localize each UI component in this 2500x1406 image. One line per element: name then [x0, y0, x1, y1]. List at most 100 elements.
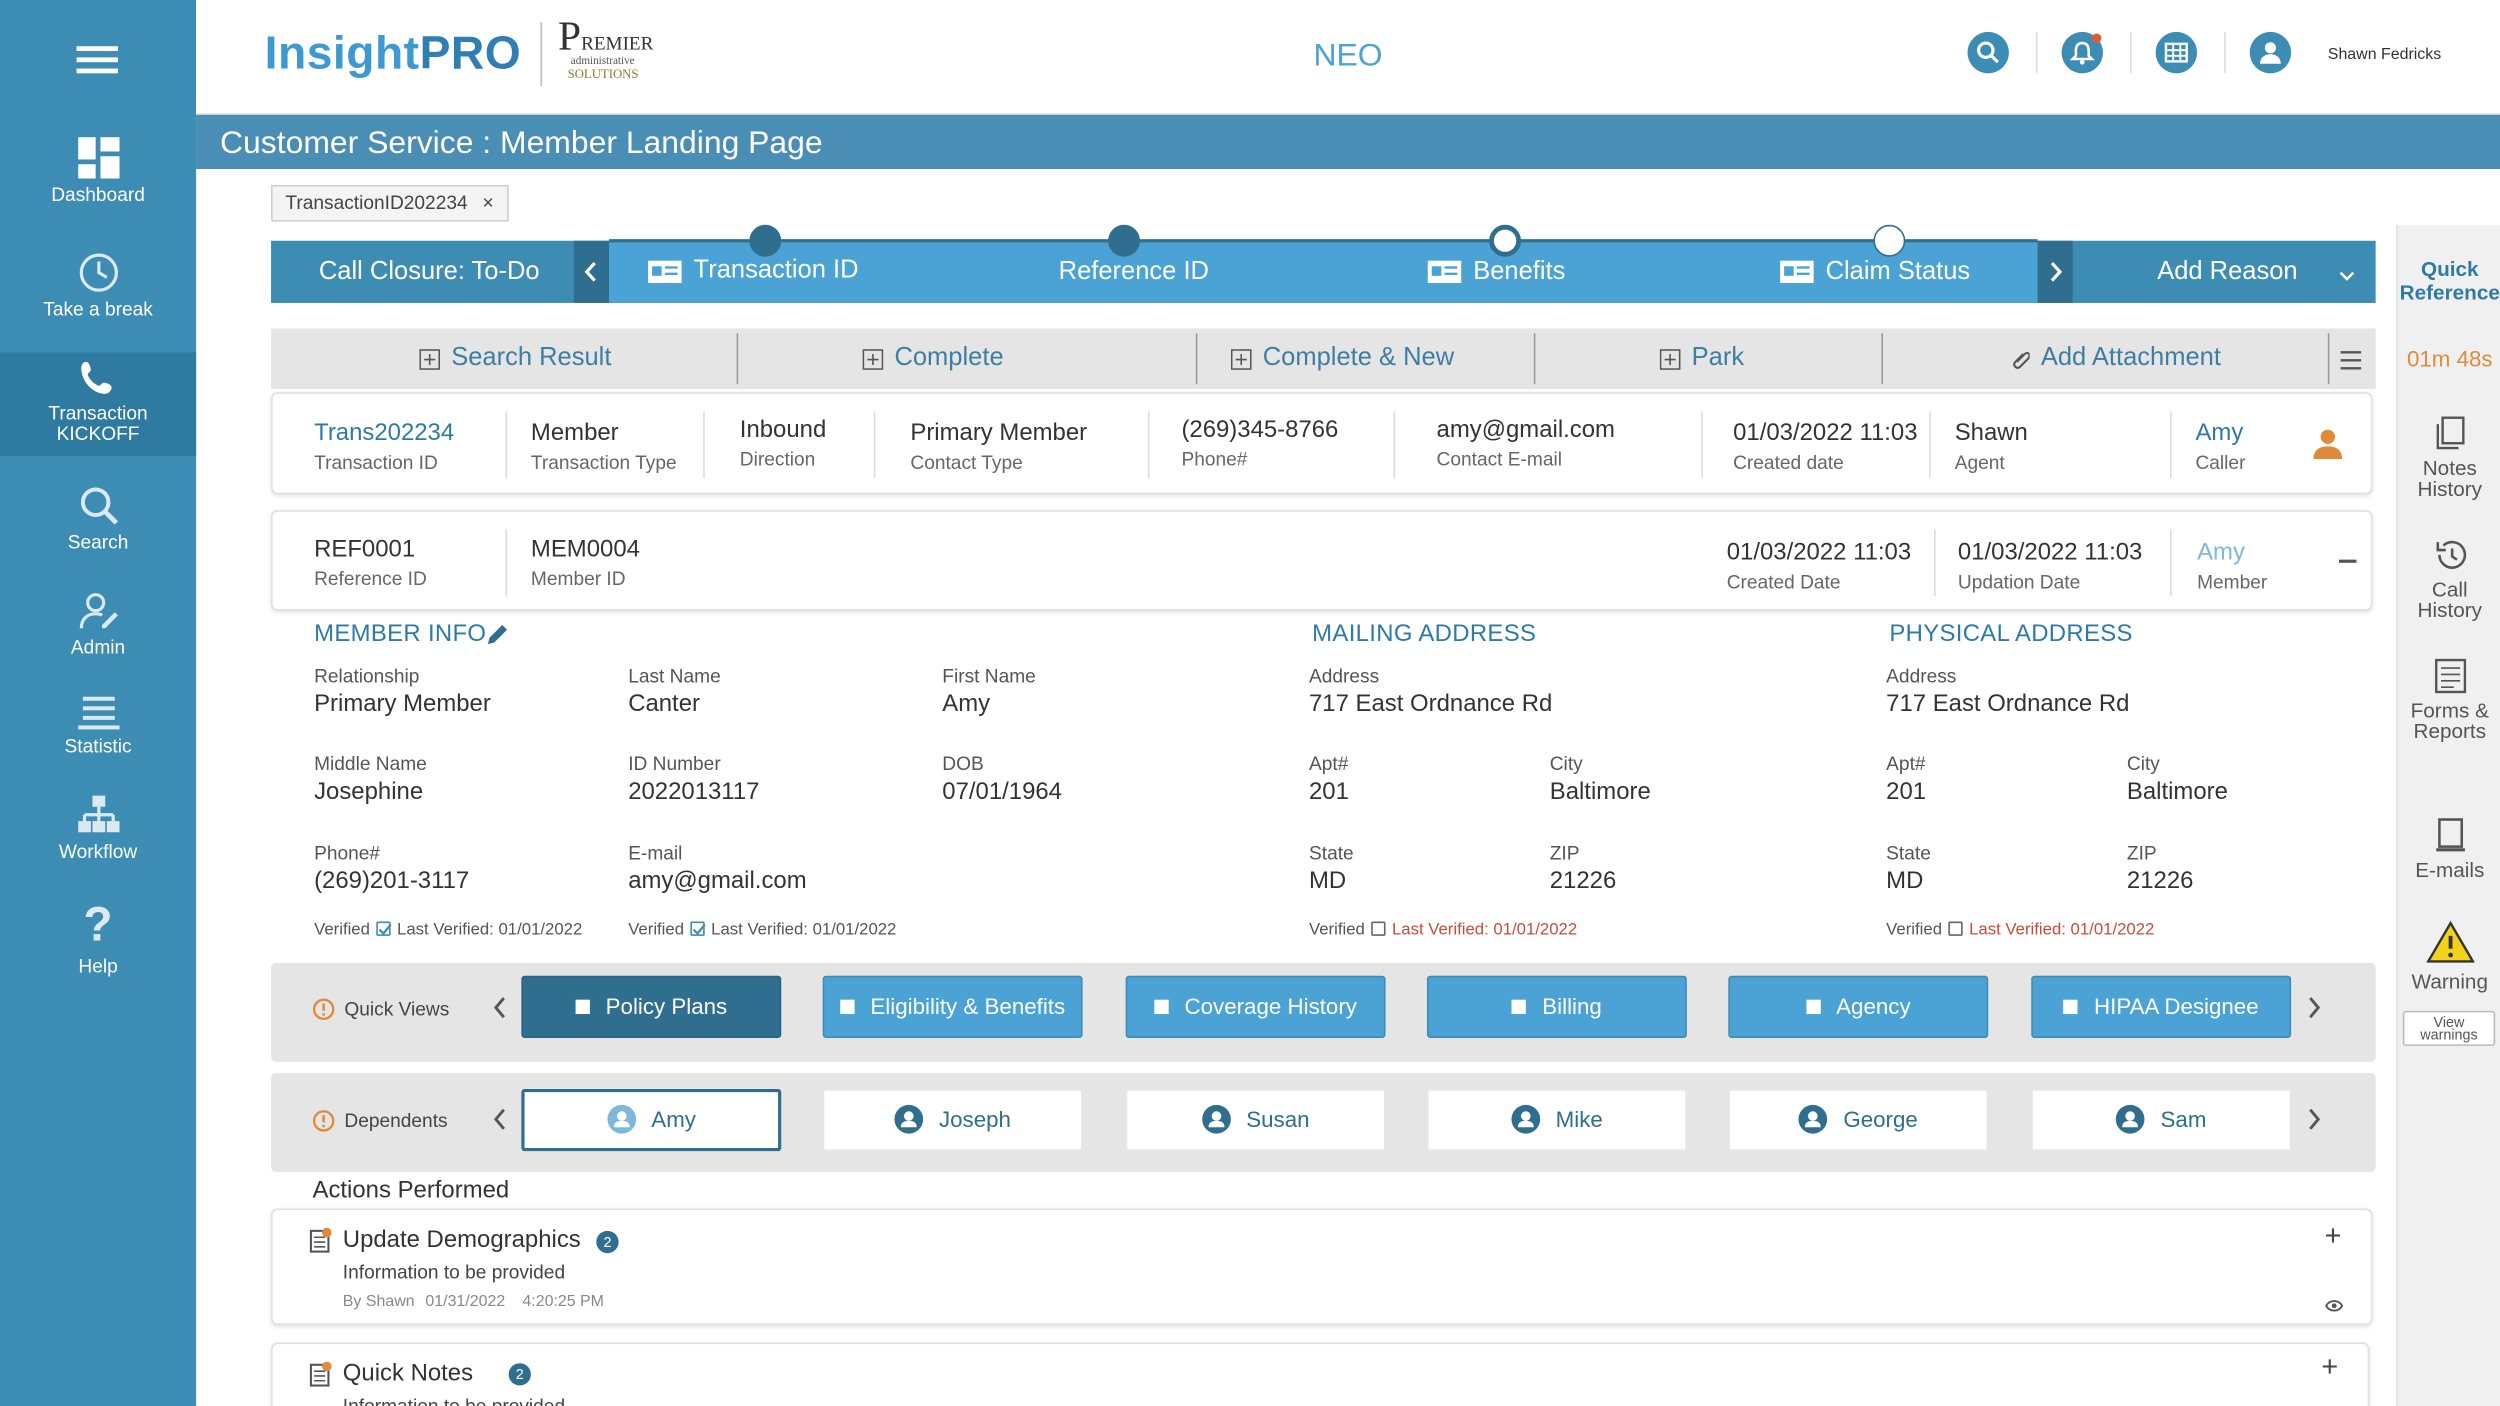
header-search-button[interactable]	[1967, 31, 2009, 74]
menu-icon[interactable]	[2340, 349, 2362, 378]
sidebar-item-transaction-kickoff[interactable]: Transaction KICKOFF	[0, 352, 197, 456]
eye-icon[interactable]	[2325, 1293, 2344, 1322]
dependent-george[interactable]: George	[1728, 1088, 1989, 1152]
quick-view-coverage-history[interactable]: Coverage History	[1125, 975, 1386, 1038]
dependent-name: George	[1843, 1106, 1918, 1133]
close-icon[interactable]: ×	[482, 191, 494, 214]
relationship-label: Relationship	[314, 664, 420, 688]
verified-label: Verified	[1308, 919, 1365, 940]
plus-box-icon	[1659, 349, 1681, 378]
quick-view-hipaa-designee[interactable]: HIPAA Designee	[2031, 975, 2292, 1038]
step-benefits[interactable]: Benefits	[1473, 258, 1566, 286]
action-divider	[1195, 333, 1198, 385]
collapse-icon[interactable]	[2338, 559, 2357, 563]
view-warnings-button[interactable]: View warnings	[2402, 1010, 2496, 1046]
quick-view-policy-plans[interactable]: Policy Plans	[521, 975, 782, 1038]
call-history-button[interactable]: Call History	[2398, 537, 2500, 620]
verified-label: Verified	[628, 919, 685, 940]
user-icon	[2260, 42, 2281, 64]
quick-view-agency[interactable]: Agency	[1728, 975, 1989, 1038]
help-icon: ?	[83, 899, 113, 952]
physical-address-heading: PHYSICAL ADDRESS	[1889, 620, 2133, 648]
expand-plus-icon[interactable]: +	[2324, 1219, 2342, 1252]
dependent-joseph[interactable]: Joseph	[822, 1088, 1083, 1152]
hamburger-menu-icon[interactable]	[76, 45, 118, 85]
verified-label: Verified	[314, 919, 370, 940]
step-reference-id[interactable]: Reference ID	[1058, 258, 1209, 286]
verified-checkbox[interactable]	[690, 921, 706, 936]
phone-label: Phone#	[1181, 448, 1248, 471]
step-transaction-id[interactable]: Transaction ID	[693, 256, 859, 284]
chevron-down-icon[interactable]	[2339, 263, 2355, 292]
warning-button[interactable]: Warning	[2398, 920, 2500, 992]
square-icon	[1511, 999, 1527, 1015]
id-card-icon	[1427, 260, 1462, 292]
mailing-address-heading: MAILING ADDRESS	[1312, 620, 1537, 648]
dependents-prev[interactable]	[493, 1108, 509, 1138]
sidebar-item-help[interactable]: ? Help	[0, 902, 196, 977]
sidebar-item-take-a-break[interactable]: Take a break	[0, 252, 196, 321]
complete-and-new-button[interactable]: Complete & New	[1262, 344, 1455, 372]
dependent-sam[interactable]: Sam	[2031, 1088, 2292, 1152]
user-avatar[interactable]	[2249, 31, 2292, 74]
sidebar-item-statistic[interactable]: Statistic	[0, 692, 196, 757]
dependent-susan[interactable]: Susan	[1125, 1088, 1386, 1152]
sidebar-item-search[interactable]: Search	[0, 485, 196, 554]
username[interactable]: Shawn Fedricks	[2327, 46, 2442, 64]
paperclip-icon	[2009, 348, 2031, 378]
verified-checkbox[interactable]	[1948, 921, 1963, 936]
quick-views-next[interactable]	[2305, 996, 2321, 1026]
physical-address-value: 717 East Ordnance Rd	[1886, 690, 2130, 718]
dependent-amy[interactable]: Amy	[521, 1088, 782, 1152]
add-reason-dropdown[interactable]: Add Reason	[2157, 258, 2298, 286]
notifications-button[interactable]	[2061, 31, 2103, 74]
search-result-button[interactable]: Search Result	[451, 344, 612, 372]
add-attachment-button[interactable]: Add Attachment	[2040, 344, 2221, 372]
step-prev-button[interactable]	[573, 240, 610, 303]
verified-checkbox[interactable]	[376, 921, 392, 936]
emails-button[interactable]: E-mails	[2398, 818, 2500, 880]
person-icon	[894, 1104, 924, 1134]
ref-created-date-value: 01/03/2022 11:03	[1726, 538, 1912, 567]
dependent-name: Susan	[1246, 1106, 1310, 1133]
action-item-description: Information to be provided	[342, 1261, 566, 1284]
edit-pencil-icon[interactable]	[485, 622, 511, 655]
transaction-tag-label: TransactionID202234	[285, 191, 468, 214]
notes-icon	[2435, 416, 2464, 450]
sidebar-item-dashboard[interactable]: Dashboard	[0, 137, 196, 206]
member-value[interactable]: Amy	[2197, 538, 2245, 567]
step-claim-status[interactable]: Claim Status	[1825, 258, 1971, 286]
sidebar-item-admin[interactable]: Admin	[0, 590, 196, 659]
dependents-next[interactable]	[2305, 1108, 2321, 1138]
apps-grid-button[interactable]	[2155, 31, 2198, 74]
dependent-mike[interactable]: Mike	[1426, 1088, 1687, 1152]
action-item-title[interactable]: Quick Notes	[342, 1360, 474, 1388]
step-dot-transaction-id	[749, 224, 782, 257]
action-divider	[1881, 333, 1883, 385]
expand-plus-icon[interactable]: +	[2321, 1350, 2339, 1383]
action-item-title[interactable]: Update Demographics	[342, 1226, 581, 1254]
quick-view-billing[interactable]: Billing	[1426, 975, 1687, 1038]
quick-views-prev[interactable]	[493, 996, 509, 1026]
step-next-button[interactable]	[2037, 240, 2073, 303]
physical-city-label: City	[2126, 752, 2160, 775]
physical-city-value: Baltimore	[2126, 778, 2228, 806]
notes-history-button[interactable]: Notes History	[2398, 416, 2500, 499]
forms-reports-button[interactable]: Forms & Reports	[2398, 658, 2500, 741]
top-bar: InsightPRO PREMIER administrative SOLUTI…	[196, 0, 2500, 115]
quick-view-eligibility-benefits[interactable]: Eligibility & Benefits	[822, 975, 1083, 1038]
quick-reference-button[interactable]: Quick Reference	[2399, 256, 2500, 305]
transaction-id-value[interactable]: Trans202234	[314, 419, 455, 447]
last-verified: Last Verified: 01/01/2022	[1391, 919, 1578, 940]
park-button[interactable]: Park	[1691, 344, 1745, 372]
plus-box-icon	[1230, 349, 1252, 378]
action-item-meta: By Shawn 01/31/2022 4:20:25 PM	[343, 1293, 604, 1311]
sidebar-item-workflow[interactable]: Workflow	[0, 794, 196, 863]
chevron-right-icon	[2050, 262, 2063, 282]
sidebar-item-label: Admin	[70, 636, 126, 659]
member-email-label: E-mail	[628, 841, 683, 865]
complete-button[interactable]: Complete	[894, 344, 1004, 372]
caller-value[interactable]: Amy	[2195, 419, 2244, 447]
verified-checkbox[interactable]	[1371, 921, 1386, 936]
email-icon	[2435, 818, 2465, 852]
